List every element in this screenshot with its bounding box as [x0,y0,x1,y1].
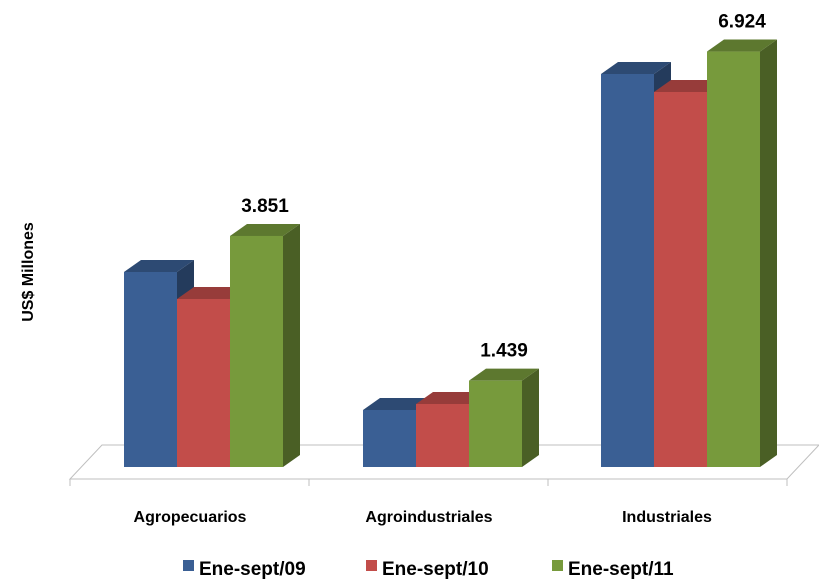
bar-front [230,235,283,467]
bar-side [283,223,300,467]
bar-side [760,39,777,468]
legend-swatch [552,560,563,571]
bar-front [416,404,469,467]
legend-label: Ene-sept/10 [382,559,489,580]
x-tick-labels: Agropecuarios Agroindustriales Industriale… [134,509,712,526]
data-label: 3.851 [241,196,289,217]
bar-top [363,398,433,410]
legend-item: Ene-sept/09 [183,559,306,580]
bar-front [363,410,416,467]
legend-label: Ene-sept/11 [568,559,674,580]
bar-front [601,74,654,467]
legend-swatch [183,560,194,571]
bar [469,368,539,467]
x-tick-label: Agropecuarios [134,509,247,526]
legend-item: Ene-sept/11 [552,559,674,580]
bar-front [177,299,230,467]
x-tick-label: Industriales [622,509,712,526]
bar [707,39,777,468]
data-labels-group: 3.851 1.439 6.924 [241,12,766,362]
bar-top [177,287,247,299]
legend-label: Ene-sept/09 [199,559,306,580]
bar-top [654,80,724,92]
bar-front [707,51,760,468]
bar-front [124,272,177,467]
bar-front [654,92,707,467]
y-axis-label: US$ Millones [20,222,37,322]
bar-top [707,39,777,52]
legend-item: Ene-sept/10 [366,559,489,580]
bar-top [601,62,671,74]
legend: Ene-sept/09 Ene-sept/10 Ene-sept/11 [183,559,674,580]
bar-top [230,223,300,236]
bar-top [416,392,486,404]
data-label: 1.439 [480,341,528,362]
legend-swatch [366,560,377,571]
chart-floor [68,444,819,486]
bar-top [469,368,539,381]
bar-front [469,380,522,467]
x-tick-label: Agroindustriales [365,509,492,526]
data-label: 6.924 [718,12,766,33]
bar-side [522,368,539,467]
bar-top [124,260,194,272]
bars-group [124,39,777,468]
bar [230,223,300,467]
